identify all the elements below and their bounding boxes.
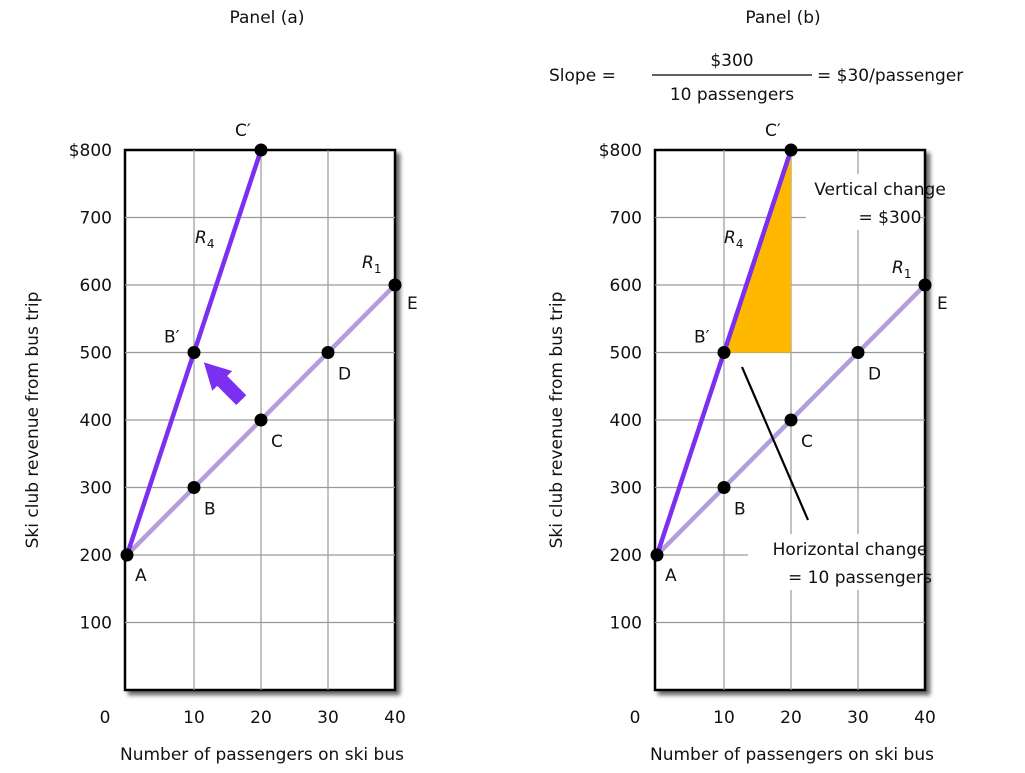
- point-label: E: [937, 294, 948, 314]
- slope-numerator: $300: [710, 51, 753, 71]
- point-B: [717, 481, 731, 494]
- y-tick-label: 200: [80, 546, 112, 566]
- y-tick-label: 400: [80, 411, 112, 431]
- point-label: A: [665, 566, 677, 586]
- annotation-backdrop: [748, 534, 920, 590]
- vertical-change-line1: Vertical change: [814, 180, 946, 200]
- y-axis-label: Ski club revenue from bus trip: [547, 292, 567, 549]
- y-tick-label: 200: [610, 546, 642, 566]
- y-tick-label: $800: [599, 141, 642, 161]
- panel-a: Panel (a) $800 700 600 500 400 300 200 100 0 10 2…: [23, 8, 418, 765]
- point-C′: [254, 143, 268, 157]
- x-tick-label: 10: [713, 708, 735, 728]
- x-axis-label: Number of passengers on ski bus: [650, 745, 934, 765]
- point-label: C: [801, 432, 813, 452]
- x-tick-label: 30: [317, 708, 339, 728]
- r1-label-sub: 1: [904, 267, 912, 281]
- panel-b-title: Panel (b): [745, 8, 820, 28]
- panel-b: Panel (b) Slope = $300 10 passengers = $…: [547, 8, 963, 765]
- r1-label-name: R: [892, 258, 904, 278]
- slope-denominator: 10 passengers: [670, 85, 794, 105]
- point-label: D: [868, 365, 881, 385]
- horizontal-change-line1: Horizontal change: [773, 540, 928, 560]
- r1-label-name: R: [362, 253, 374, 273]
- x-axis-label: Number of passengers on ski bus: [120, 745, 404, 765]
- x-tick-label: 40: [914, 708, 936, 728]
- point-label: B: [734, 500, 746, 520]
- point-B′: [717, 346, 731, 359]
- x-tick-label: 40: [384, 708, 406, 728]
- point-B′: [187, 346, 201, 359]
- point-D: [851, 346, 865, 359]
- y-tick-label: $800: [69, 141, 112, 161]
- point-label: B′: [694, 328, 710, 348]
- y-tick-label: 300: [610, 479, 642, 499]
- point-E: [388, 278, 402, 292]
- x-tick-label: 10: [183, 708, 205, 728]
- point-C: [254, 413, 268, 427]
- point-A: [650, 548, 664, 562]
- vertical-change-line2: = $300: [859, 208, 922, 228]
- y-tick-labels: $800 700 600 500 400 300 200 100: [599, 141, 642, 634]
- y-tick-label: 500: [610, 344, 642, 364]
- horizontal-change-line2: = 10 passengers: [788, 568, 932, 588]
- point-label: C: [271, 432, 283, 452]
- y-tick-label: 600: [610, 276, 642, 296]
- gridlines: [125, 150, 395, 690]
- point-label: B′: [164, 328, 180, 348]
- x-tick-label: 0: [100, 708, 111, 728]
- y-tick-label: 400: [610, 411, 642, 431]
- shift-arrow-layer: [203, 362, 247, 406]
- shift-arrow: [203, 362, 247, 406]
- r4-label: R4: [724, 228, 743, 251]
- point-label: B: [204, 500, 216, 520]
- r4-label-name: R: [724, 228, 736, 248]
- y-tick-label: 100: [80, 614, 112, 634]
- annotation-backdrop: [806, 174, 918, 230]
- x-tick-label: 20: [250, 708, 272, 728]
- y-tick-labels: $800 700 600 500 400 300 200 100: [69, 141, 112, 634]
- point-label: D: [338, 365, 351, 385]
- point-B: [187, 481, 201, 494]
- r4-label-name: R: [195, 228, 207, 248]
- y-tick-label: 500: [80, 344, 112, 364]
- points: A B C D E B′ C′: [650, 121, 948, 586]
- x-tick-label: 20: [780, 708, 802, 728]
- y-tick-label: 700: [80, 209, 112, 229]
- horizontal-change-pointer: [740, 366, 810, 521]
- points: A B C D E B′ C′: [120, 121, 418, 586]
- r1-label: R1: [362, 253, 381, 276]
- point-label: E: [407, 294, 418, 314]
- r4-label-sub: 4: [207, 237, 215, 251]
- r4-label: R4: [195, 228, 214, 251]
- point-label: C′: [235, 121, 251, 141]
- x-tick-label: 30: [847, 708, 869, 728]
- point-A: [120, 548, 134, 562]
- y-tick-label: 100: [610, 614, 642, 634]
- x-tick-label: 0: [630, 708, 641, 728]
- panel-a-title: Panel (a): [230, 8, 305, 28]
- y-tick-label: 700: [610, 209, 642, 229]
- x-tick-labels: 0 10 20 30 40: [100, 708, 406, 728]
- r1-label: R1: [892, 258, 911, 281]
- r1-label-sub: 1: [374, 262, 382, 276]
- slope-prefix: Slope =: [549, 66, 616, 86]
- point-C: [784, 413, 798, 427]
- y-tick-label: 600: [80, 276, 112, 296]
- x-tick-labels: 0 10 20 30 40: [630, 708, 936, 728]
- point-label: C′: [765, 121, 781, 141]
- y-axis-label: Ski club revenue from bus trip: [23, 292, 43, 549]
- point-D: [321, 346, 335, 359]
- r4-label-sub: 4: [736, 237, 744, 251]
- point-label: A: [135, 566, 147, 586]
- point-C′: [784, 143, 798, 157]
- point-E: [918, 278, 932, 292]
- y-tick-label: 300: [80, 479, 112, 499]
- slope-result: = $30/passenger: [817, 66, 963, 86]
